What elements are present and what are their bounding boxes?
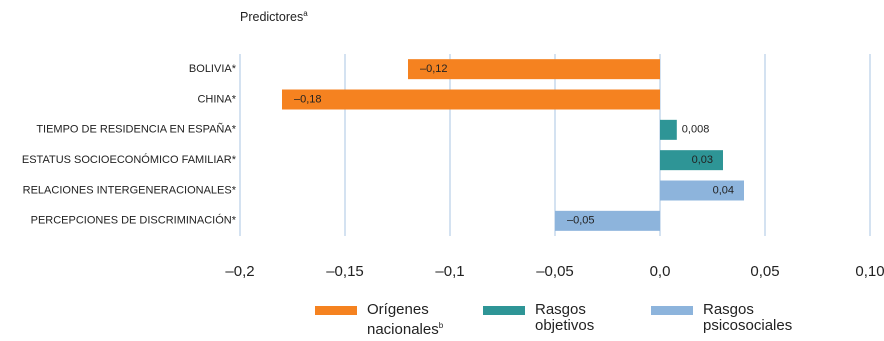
y-tick-label: BOLIVIA*	[189, 63, 237, 75]
x-tick-label: –0,2	[225, 263, 254, 280]
data-label: 0,008	[682, 124, 710, 136]
x-tick-label: 0,10	[855, 263, 884, 280]
x-tick-label: –0,1	[435, 263, 464, 280]
chart-title: Predictoresa	[240, 9, 308, 24]
legend-swatch	[483, 306, 525, 315]
legend-text: Rasgos psicosociales	[703, 301, 793, 334]
legend-text: Orígenes nacionales	[367, 301, 439, 338]
data-label: 0,03	[692, 154, 713, 166]
y-tick-label: PERCEPCIONES DE DISCRIMINACIÓN*	[31, 214, 237, 227]
bar	[660, 180, 744, 201]
title-superscript: a	[303, 9, 308, 18]
bar	[282, 89, 660, 110]
legend-label: Orígenes nacionalesb	[367, 302, 457, 338]
legend-label: Rasgos psicosociales	[703, 302, 803, 334]
bar	[660, 150, 723, 171]
data-label: –0,12	[420, 63, 448, 75]
legend-superscript: b	[438, 321, 444, 330]
data-label: –0,05	[567, 215, 595, 227]
x-tick-label: 0,0	[650, 263, 671, 280]
y-tick-label: ESTATUS SOCIOECONÓMICO FAMILIAR*	[22, 153, 237, 166]
x-tick-label: –0,05	[536, 263, 574, 280]
x-tick-label: –0,15	[326, 263, 364, 280]
data-label: –0,18	[294, 93, 322, 105]
legend-swatch	[651, 306, 693, 315]
x-tick-label: 0,05	[750, 263, 779, 280]
title-text: Predictores	[240, 10, 303, 24]
legend-label: Rasgos objetivos	[535, 302, 635, 334]
legend-swatch	[315, 306, 357, 315]
bar	[408, 59, 660, 80]
bar	[555, 210, 660, 231]
bar	[660, 119, 677, 140]
y-tick-label: TIEMPO DE RESIDENCIA EN ESPAÑA*	[36, 123, 236, 136]
y-tick-label: CHINA*	[197, 93, 236, 105]
y-tick-label: RELACIONES INTERGENERACIONALES*	[23, 184, 237, 196]
legend-text: Rasgos objetivos	[535, 301, 595, 334]
data-label: 0,04	[713, 184, 734, 196]
